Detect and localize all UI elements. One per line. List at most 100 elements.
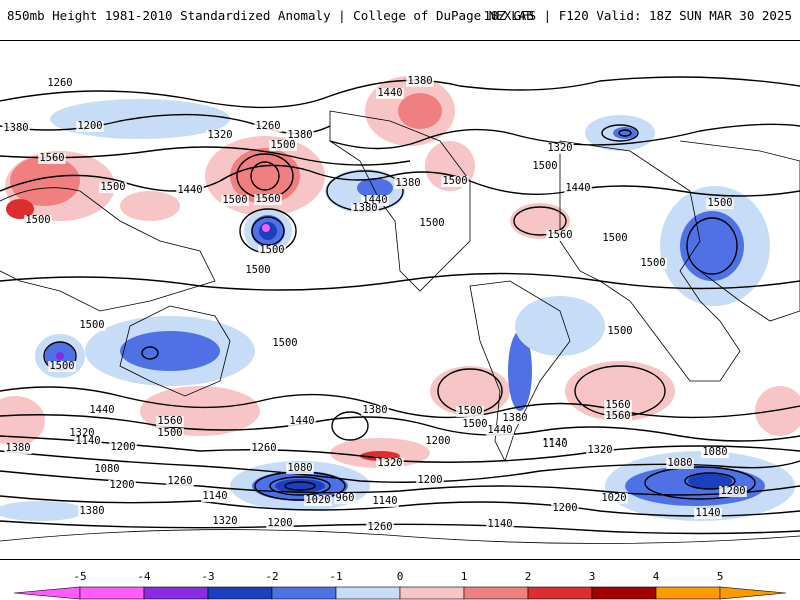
contour-label: 1380 <box>78 505 106 517</box>
svg-text:1200: 1200 <box>425 435 450 447</box>
coastlines <box>0 110 800 544</box>
contour-label: 1500 <box>258 244 286 256</box>
colorbar-segment <box>143 586 209 600</box>
svg-text:1200: 1200 <box>110 441 135 453</box>
svg-text:1200: 1200 <box>720 485 745 497</box>
svg-text:960: 960 <box>336 492 355 504</box>
contour-label: 1200 <box>424 435 452 447</box>
chart-title: 850mb Height 1981-2010 Standardized Anom… <box>7 8 534 23</box>
contour-label: 1500 <box>156 427 184 439</box>
svg-text:1560: 1560 <box>157 415 182 427</box>
svg-text:1500: 1500 <box>602 232 627 244</box>
svg-text:1440: 1440 <box>487 424 512 436</box>
colorbar-tick-label: 2 <box>524 570 532 583</box>
svg-text:1440: 1440 <box>289 415 314 427</box>
contour-label: 1140 <box>541 438 569 450</box>
svg-text:1380: 1380 <box>362 404 387 416</box>
svg-text:1140: 1140 <box>487 518 512 530</box>
contour-label: 1380 <box>4 442 32 454</box>
colorbar-segment <box>271 586 337 600</box>
contour-label: 1140 <box>201 490 229 502</box>
contour-label: 1320 <box>586 444 614 456</box>
contour-label: 1500 <box>78 319 106 331</box>
contour-label: 1140 <box>694 507 722 519</box>
colorbar-tick-label: 1 <box>460 570 468 583</box>
svg-text:1500: 1500 <box>222 194 247 206</box>
anomaly-shading <box>0 76 800 521</box>
svg-text:1380: 1380 <box>502 412 527 424</box>
svg-text:1080: 1080 <box>667 457 692 469</box>
svg-text:1440: 1440 <box>89 404 114 416</box>
contour-label: 1440 <box>176 184 204 196</box>
contour-label: 1320 <box>206 129 234 141</box>
colorbar-tick-label: 3 <box>588 570 596 583</box>
contour-label: 1500 <box>441 175 469 187</box>
contour-label: 960 <box>334 492 356 504</box>
colorbar-segment <box>591 586 657 600</box>
colorbar-min-arrow <box>13 586 81 600</box>
contour-label: 1140 <box>486 518 514 530</box>
svg-text:1500: 1500 <box>259 244 284 256</box>
colorbar-tick-label: -4 <box>137 570 151 583</box>
svg-text:1500: 1500 <box>640 257 665 269</box>
svg-text:1080: 1080 <box>94 463 119 475</box>
contour-label: 1380 <box>361 404 389 416</box>
svg-text:1140: 1140 <box>75 435 100 447</box>
svg-text:1500: 1500 <box>270 139 295 151</box>
contour-label: 1380 <box>394 177 422 189</box>
svg-text:1260: 1260 <box>367 521 392 533</box>
svg-text:1200: 1200 <box>109 479 134 491</box>
colorbar-tick-label: -2 <box>265 570 279 583</box>
svg-text:1140: 1140 <box>372 495 397 507</box>
svg-text:1320: 1320 <box>587 444 612 456</box>
colorbar-segment <box>463 586 529 600</box>
svg-text:1560: 1560 <box>255 193 280 205</box>
contour-label: 1500 <box>271 337 299 349</box>
contour-label: 1560 <box>156 415 184 427</box>
svg-text:1140: 1140 <box>695 507 720 519</box>
svg-text:1500: 1500 <box>532 160 557 172</box>
contour-label: 1500 <box>606 325 634 337</box>
svg-text:1380: 1380 <box>407 75 432 87</box>
svg-text:1500: 1500 <box>457 405 482 417</box>
contour-label: 1080 <box>93 463 121 475</box>
contour-label: 1200 <box>551 502 579 514</box>
contour-label: 1500 <box>221 194 249 206</box>
contour-label: 1500 <box>244 264 272 276</box>
svg-text:1380: 1380 <box>79 505 104 517</box>
colorbar-segment <box>79 586 145 600</box>
contour-label: 1200 <box>108 479 136 491</box>
svg-text:1080: 1080 <box>287 462 312 474</box>
svg-text:1500: 1500 <box>245 264 270 276</box>
colorbar-max-arrow <box>719 586 787 600</box>
contour-label: 1140 <box>371 495 399 507</box>
contour-label: 1260 <box>366 521 394 533</box>
colorbar-segment <box>399 586 465 600</box>
contour-label: 1500 <box>418 217 446 229</box>
svg-text:1440: 1440 <box>565 182 590 194</box>
svg-text:1500: 1500 <box>79 319 104 331</box>
contour-label: 1200 <box>76 120 104 132</box>
svg-text:1560: 1560 <box>547 229 572 241</box>
contour-label: 1380 <box>351 202 379 214</box>
svg-text:1020: 1020 <box>601 492 626 504</box>
colorbar-tick-label: 0 <box>396 570 404 583</box>
contour-label: 1440 <box>564 182 592 194</box>
contour-label: 1500 <box>456 405 484 417</box>
contour-label: 1020 <box>600 492 628 504</box>
svg-text:1500: 1500 <box>157 427 182 439</box>
colorbar-segment <box>207 586 273 600</box>
contour-label: 1560 <box>546 229 574 241</box>
svg-text:1500: 1500 <box>707 197 732 209</box>
colorbar-tick-label: -3 <box>201 570 215 583</box>
colorbar-segment <box>655 586 721 600</box>
svg-text:1080: 1080 <box>702 446 727 458</box>
svg-text:1560: 1560 <box>605 399 630 411</box>
svg-text:1140: 1140 <box>542 438 567 450</box>
svg-text:1380: 1380 <box>5 442 30 454</box>
svg-text:1380: 1380 <box>352 202 377 214</box>
contour-label: 1500 <box>531 160 559 172</box>
svg-text:1320: 1320 <box>377 457 402 469</box>
contour-label: 1440 <box>486 424 514 436</box>
